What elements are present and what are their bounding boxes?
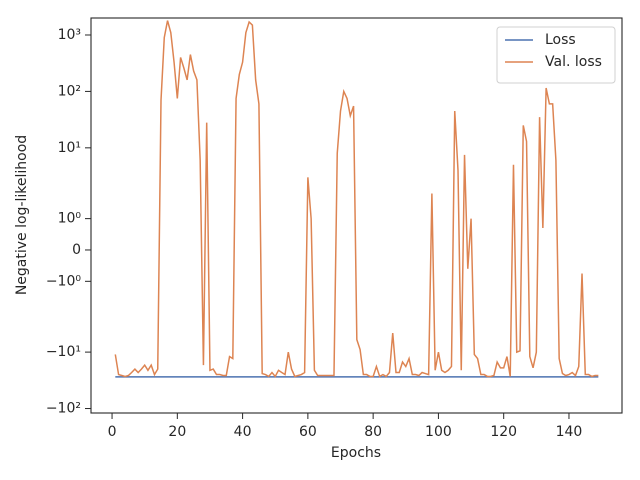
- y-tick-label: 10²: [58, 83, 81, 99]
- legend-label: Loss: [545, 32, 576, 48]
- x-tick-label: 140: [556, 424, 583, 440]
- x-tick-label: 0: [108, 424, 117, 440]
- y-tick-label: 10³: [58, 27, 81, 43]
- legend-box: [496, 26, 616, 84]
- x-tick-label: 80: [364, 424, 382, 440]
- x-tick-label: 60: [299, 424, 317, 440]
- x-tick-label: 40: [234, 424, 252, 440]
- legend-label: Val. loss: [545, 54, 602, 70]
- y-tick-label: −10¹: [46, 344, 81, 360]
- x-tick-label: 120: [490, 424, 517, 440]
- plot-frame: [90, 17, 623, 414]
- y-tick-label: 0: [72, 242, 81, 258]
- y-tick-label: 10⁰: [58, 211, 82, 227]
- x-axis-label: Epochs: [331, 445, 381, 461]
- x-tick-label: 100: [425, 424, 452, 440]
- y-tick-label: −10²: [46, 401, 81, 417]
- y-tick-label: −10⁰: [46, 273, 82, 289]
- x-tick-label: 20: [168, 424, 186, 440]
- y-axis-label: Negative log-likelihood: [14, 135, 30, 295]
- series-line: [114, 20, 599, 378]
- y-tick-label: 10¹: [58, 140, 81, 156]
